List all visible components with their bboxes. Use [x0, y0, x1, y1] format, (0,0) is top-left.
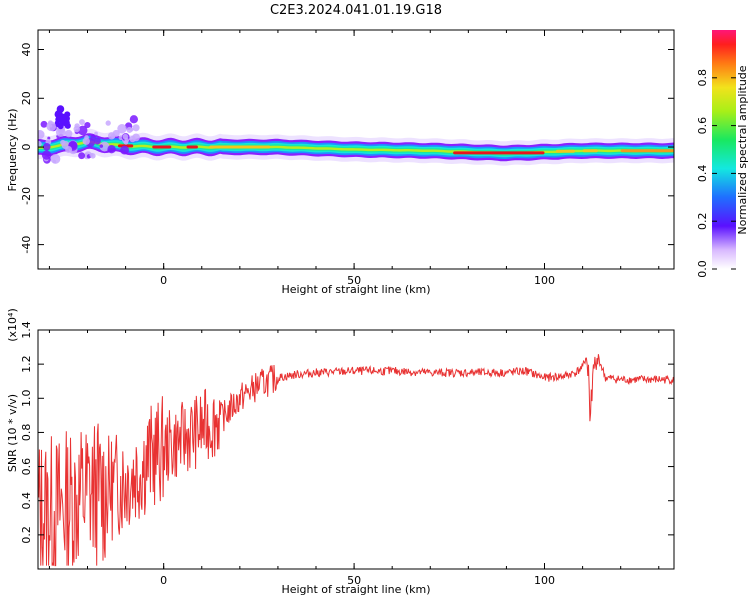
spectral-noise-blob: [78, 152, 86, 160]
colorbar: 0.0 0.2 0.4 0.6 0.8 Normalized spectral ampl…: [696, 30, 749, 278]
spectral-hotspot: [186, 145, 198, 149]
spectral-noise-blob: [99, 141, 110, 152]
spectral-hotspot: [453, 151, 545, 155]
snr-y-tick-label: 1.4: [20, 321, 33, 339]
spectral-noise-blob: [55, 127, 66, 137]
snr-frame: [37, 329, 675, 570]
spectrogram-x-tick-label: 100: [534, 274, 555, 287]
spectral-noise-blob: [90, 134, 96, 141]
spectral-noise-blob: [82, 137, 90, 145]
spectrogram-ticks: 0 50 100 40 20 0 -20 -40: [20, 30, 674, 287]
snr-x-label: Height of straight line (km): [281, 583, 430, 596]
snr-y-tick-label: 0.4: [20, 492, 33, 510]
spectral-noise-blob: [42, 142, 51, 151]
colorbar-tick-label: 0.0: [696, 260, 709, 278]
spectral-noise-blob: [41, 150, 52, 160]
spectral-noise-blob: [89, 152, 94, 158]
snr-x-tick-label: 50: [347, 574, 361, 587]
snr-y-tick-label: 0.6: [20, 458, 33, 476]
spectral-noise-blob: [40, 120, 48, 128]
colorbar-tick-label: 0.6: [696, 117, 709, 135]
snr-y-label: SNR (10 * v/v): [6, 394, 19, 472]
spectral-hotspot: [620, 149, 674, 153]
spectrogram-y-tick-label: 20: [20, 91, 33, 105]
heatmap-layer: [38, 105, 674, 166]
spectrogram-x-tick-label: 0: [160, 274, 167, 287]
spectral-noise-blob: [132, 133, 140, 142]
snr-x-tick-label: 100: [534, 574, 555, 587]
spectral-noise-blob: [46, 121, 57, 132]
figure-title: C2E3.2024.041.01.19.G18: [270, 3, 442, 18]
colorbar-ticks: 0.0 0.2 0.4 0.6 0.8: [696, 69, 736, 278]
colorbar-tick-label: 0.4: [696, 165, 709, 183]
spectral-noise-blob: [99, 144, 104, 148]
spectral-noise-blob: [65, 146, 73, 154]
spectral-noise-cluster: [57, 122, 64, 129]
spectral-noise-blob: [52, 159, 57, 164]
snr-y-tick-label: 0.2: [20, 526, 33, 544]
spectral-noise-blob: [94, 131, 98, 136]
spectral-noise-blob: [74, 123, 80, 129]
spectral-hotspot: [582, 149, 598, 153]
spectral-hotspot: [152, 145, 172, 149]
spectral-noise-blob: [38, 140, 42, 147]
spectrogram-y-tick-label: 0: [20, 144, 33, 151]
spectral-noise-blob: [84, 121, 91, 129]
spectral-noise-blob: [79, 119, 85, 126]
spectral-noise-blob: [107, 132, 116, 140]
spectral-hotspot: [555, 149, 575, 153]
snr-scale-label: (x10⁴): [6, 308, 19, 342]
spectral-noise-blob: [105, 120, 111, 126]
spectrogram-y-label: Frequency (Hz): [6, 109, 19, 192]
spectral-noise-blob: [94, 137, 101, 145]
colorbar-tick-label: 0.8: [696, 69, 709, 87]
spectrogram-x-label: Height of straight line (km): [281, 283, 430, 296]
spectral-noise-blob: [77, 125, 88, 136]
colorbar-label: Normalized spectral amplitude: [736, 65, 749, 234]
snr-y-tick-label: 0.8: [20, 424, 33, 442]
snr-x-tick-label: 0: [160, 574, 167, 587]
spectral-noise-blob: [47, 136, 51, 140]
snr-plot-area: [38, 330, 674, 569]
spectral-noise-cluster: [57, 113, 67, 124]
spectral-noise-blob: [38, 130, 45, 139]
spectrogram-frame: [37, 29, 675, 270]
snr-series-line: [38, 354, 674, 567]
snr-y-tick-label: 1.0: [20, 390, 33, 408]
colorbar-tick-label: 0.2: [696, 212, 709, 230]
spectrogram-x-tick-label: 50: [347, 274, 361, 287]
spectral-noise-blob: [132, 124, 140, 132]
snr-panel: 0 50 100 0.2 0.4 0.6 0.8 1.0 1.2 1.4 Height of st…: [6, 308, 675, 596]
spectrogram-y-tick-label: 40: [20, 43, 33, 57]
colorbar-gradient: [712, 30, 736, 269]
spectrogram-y-tick-label: -20: [20, 187, 33, 205]
spectral-noise-blob: [129, 115, 139, 124]
spectral-noise-blob: [126, 126, 133, 133]
spectral-noise-blob: [117, 123, 127, 134]
spectral-noise-blob: [64, 129, 73, 138]
spectral-noise-blob: [123, 140, 129, 145]
snr-y-tick-label: 1.2: [20, 355, 33, 373]
spectral-noise-blob: [107, 145, 116, 154]
spectrogram-y-tick-label: -40: [20, 236, 33, 254]
snr-ticks: 0 50 100 0.2 0.4 0.6 0.8 1.0 1.2 1.4: [20, 321, 674, 587]
spectrogram-panel: 0 50 100 40 20 0 -20 -40 Height of straight lin…: [6, 29, 675, 296]
spectral-noise-blob: [120, 145, 130, 155]
spectral-hotspot: [209, 145, 271, 149]
